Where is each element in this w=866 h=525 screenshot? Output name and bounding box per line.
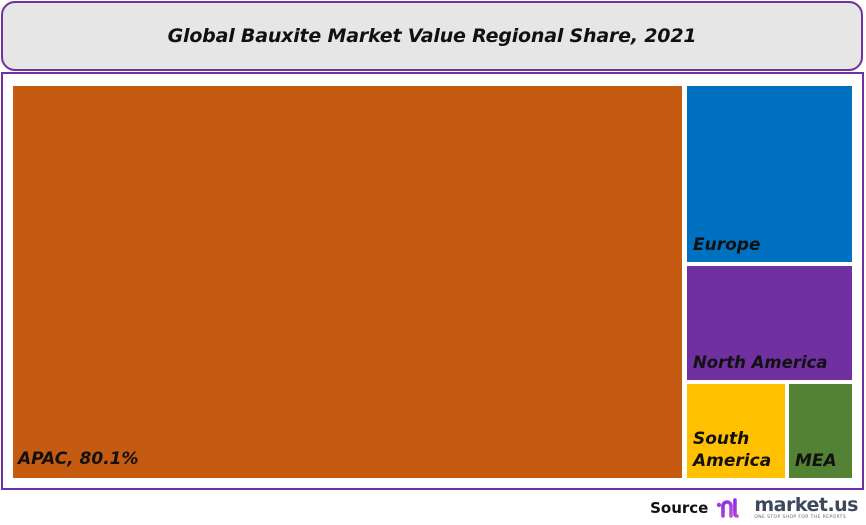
brand-name: market.us: [754, 493, 858, 516]
tile-europe: Europe: [687, 86, 852, 262]
tile-label-south-america: South America: [693, 429, 772, 471]
chart-title: Global Bauxite Market Value Regional Sha…: [167, 25, 697, 47]
tile-label-apac: APAC, 80.1%: [18, 449, 139, 469]
tile-label-north-america: North America: [693, 353, 828, 372]
tile-label-mea: MEA: [795, 451, 837, 471]
market-us-logo-icon: [716, 496, 746, 520]
brand-tagline: ONE STOP SHOP FOR THE REPORTS: [754, 514, 847, 520]
chart-title-box: Global Bauxite Market Value Regional Sha…: [1, 1, 863, 71]
brand: market.us ONE STOP SHOP FOR THE REPORTS: [754, 493, 858, 521]
tile-south-america: South America: [687, 384, 785, 478]
tile-label-europe: Europe: [693, 235, 761, 255]
source-label: Source: [650, 499, 709, 517]
tile-apac: APAC, 80.1%: [13, 86, 682, 478]
treemap-frame: APAC, 80.1% Europe North America South A…: [1, 72, 864, 490]
source-attribution: Source market.us ONE STOP SHOP FOR THE R…: [650, 494, 858, 522]
tile-mea: MEA: [789, 384, 852, 478]
tile-north-america: North America: [687, 266, 852, 380]
